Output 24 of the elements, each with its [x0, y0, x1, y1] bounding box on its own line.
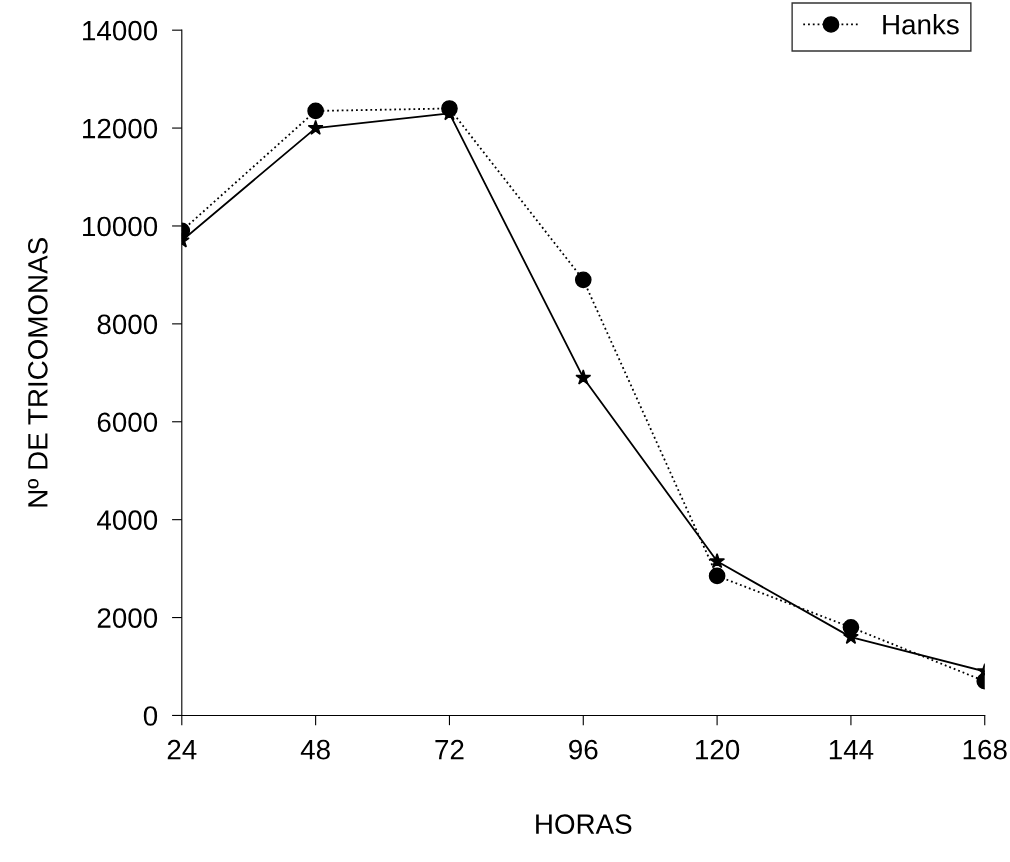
x-tick-label: 144	[829, 740, 874, 760]
y-tick-label: 2000	[97, 608, 158, 628]
y-tick-label: 12000	[83, 118, 158, 139]
point	[709, 552, 726, 569]
point	[307, 119, 324, 135]
point	[574, 271, 592, 289]
point	[307, 102, 324, 120]
point	[708, 567, 726, 585]
x-tick-label: 96	[569, 739, 598, 760]
y-tick-label: 4000	[97, 510, 158, 530]
y-axis-title: Nº DE TRICOMONAS	[27, 238, 48, 507]
x-tick-label: 120	[696, 739, 740, 760]
x-tick-label: 72	[435, 739, 464, 760]
point	[575, 369, 592, 385]
x-tick-label: 24	[167, 739, 197, 760]
legend-label: Hanks	[883, 14, 959, 35]
x-axis-title: HORAS	[536, 814, 632, 834]
y-tick-label: 8000	[97, 314, 158, 335]
y-tick-label: 14000	[83, 20, 158, 41]
y-tick-label: 0	[143, 706, 158, 726]
y-tick-label: 10000	[83, 216, 158, 237]
x-tick-label: 168	[963, 739, 1007, 760]
y-tick-label: 6000	[97, 412, 158, 433]
x-tick-label: 48	[300, 739, 330, 760]
